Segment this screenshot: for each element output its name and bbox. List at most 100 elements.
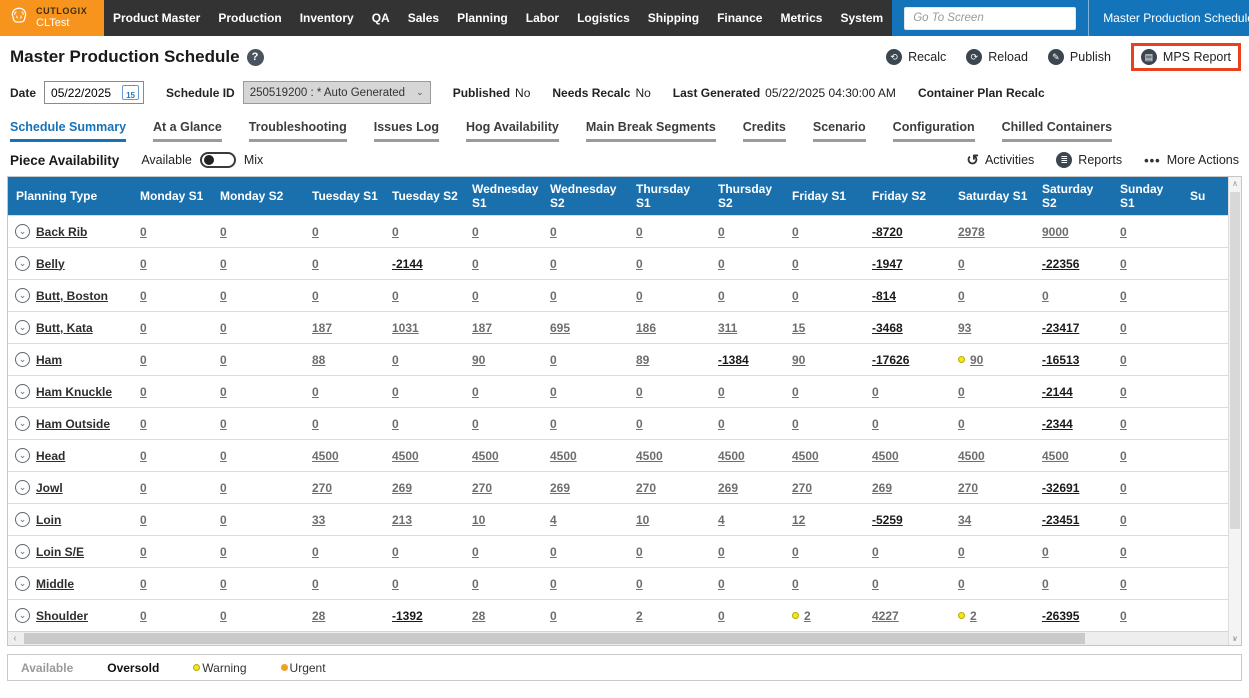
available-mix-toggle[interactable] [199, 152, 236, 168]
availability-value-link[interactable]: 0 [220, 352, 227, 367]
availability-value-link[interactable]: 0 [792, 576, 799, 591]
availability-value-link[interactable]: 1031 [392, 320, 419, 335]
recalc-button[interactable]: ⟲ Recalc [886, 49, 946, 65]
availability-value-link[interactable]: 0 [140, 224, 147, 239]
availability-value-link[interactable]: 0 [140, 256, 147, 271]
availability-value-link[interactable]: 0 [472, 416, 479, 431]
availability-value-link[interactable]: -2344 [1042, 416, 1073, 431]
availability-value-link[interactable]: 0 [220, 384, 227, 399]
availability-value-link[interactable]: 0 [1120, 576, 1127, 591]
availability-value-link[interactable]: -814 [872, 288, 897, 303]
availability-value-link[interactable]: 28 [472, 608, 486, 623]
menu-item-production[interactable]: Production [218, 11, 282, 25]
availability-value-link[interactable]: 0 [550, 576, 557, 591]
availability-value-link[interactable]: -8720 [872, 224, 903, 239]
availability-value-link[interactable]: 0 [958, 544, 965, 559]
planning-type-butt-kata[interactable]: ⌄ Butt, Kata [8, 320, 132, 335]
scroll-down-icon[interactable]: ∨ [1232, 634, 1238, 643]
availability-value-link[interactable]: 0 [220, 224, 227, 239]
availability-value-link[interactable]: 0 [872, 544, 879, 559]
availability-value-link[interactable]: 0 [392, 384, 399, 399]
tab-hog-availability[interactable]: Hog Availability [466, 120, 559, 142]
availability-value-link[interactable]: 0 [140, 512, 147, 527]
vertical-scrollbar[interactable]: ∧ ∨ [1228, 177, 1241, 645]
availability-value-link[interactable]: 0 [140, 608, 147, 623]
chevron-down-icon[interactable]: ⌄ [15, 352, 30, 367]
availability-value-link[interactable]: 0 [792, 288, 799, 303]
availability-value-link[interactable]: 0 [220, 576, 227, 591]
scroll-left-icon[interactable]: ‹ [13, 633, 17, 644]
tab-configuration[interactable]: Configuration [892, 120, 975, 142]
availability-value-link[interactable]: -1392 [392, 608, 423, 623]
availability-value-link[interactable]: 0 [1120, 544, 1127, 559]
availability-value-link[interactable]: 311 [718, 320, 738, 335]
availability-value-link[interactable]: 187 [472, 320, 493, 335]
chevron-down-icon[interactable]: ⌄ [15, 576, 30, 591]
mps-report-button[interactable]: ▤ MPS Report [1140, 49, 1231, 65]
availability-value-link[interactable]: 187 [312, 320, 333, 335]
availability-value-link[interactable]: 0 [1120, 384, 1127, 399]
availability-value-link[interactable]: 0 [1120, 352, 1127, 367]
availability-value-link[interactable]: 0 [958, 384, 965, 399]
availability-value-link[interactable]: 4 [718, 512, 725, 527]
availability-value-link[interactable]: 0 [636, 256, 643, 271]
menu-item-planning[interactable]: Planning [457, 11, 508, 25]
availability-value-link[interactable]: 4 [550, 512, 557, 527]
availability-value-link[interactable]: 0 [140, 576, 147, 591]
availability-value-link[interactable]: 34 [958, 512, 972, 527]
availability-value-link[interactable]: 2 [636, 608, 643, 623]
availability-value-link[interactable]: -26395 [1042, 608, 1080, 623]
availability-value-link[interactable]: 0 [1120, 288, 1127, 303]
availability-value-link[interactable]: 0 [958, 288, 965, 303]
availability-value-link[interactable]: 270 [636, 480, 657, 495]
availability-value-link[interactable]: 0 [792, 544, 799, 559]
availability-value-link[interactable]: -23417 [1042, 320, 1080, 335]
menu-item-shipping[interactable]: Shipping [647, 11, 700, 25]
chevron-down-icon[interactable]: ⌄ [15, 608, 30, 623]
availability-value-link[interactable]: 0 [550, 352, 557, 367]
availability-value-link[interactable]: 9000 [1042, 224, 1069, 239]
availability-value-link[interactable]: 4500 [312, 448, 339, 463]
availability-value-link[interactable]: 0 [220, 256, 227, 271]
availability-value-link[interactable]: 0 [958, 256, 965, 271]
availability-value-link[interactable]: 0 [472, 384, 479, 399]
planning-type-jowl[interactable]: ⌄ Jowl [8, 480, 132, 495]
chevron-down-icon[interactable]: ⌄ [15, 320, 30, 335]
availability-value-link[interactable]: 269 [872, 480, 893, 495]
availability-value-link[interactable]: -2144 [1042, 384, 1073, 399]
chevron-down-icon[interactable]: ⌄ [15, 384, 30, 399]
availability-value-link[interactable]: 0 [636, 576, 643, 591]
more-actions-button[interactable]: ••• More Actions [1144, 153, 1239, 168]
chevron-down-icon[interactable]: ⌄ [15, 256, 30, 271]
chevron-down-icon[interactable]: ⌄ [15, 224, 30, 239]
horizontal-scrollbar[interactable]: ‹ › [8, 631, 1236, 645]
menu-item-system[interactable]: System [840, 11, 884, 25]
availability-value-link[interactable]: 0 [140, 288, 147, 303]
availability-value-link[interactable]: 0 [718, 416, 725, 431]
availability-value-link[interactable]: 93 [958, 320, 972, 335]
tab-scenario[interactable]: Scenario [812, 120, 866, 142]
availability-value-link[interactable]: 90 [472, 352, 486, 367]
availability-value-link[interactable]: 0 [312, 224, 319, 239]
availability-value-link[interactable]: -5259 [872, 512, 903, 527]
availability-value-link[interactable]: 270 [472, 480, 493, 495]
availability-value-link[interactable]: 0 [718, 544, 725, 559]
availability-value-link[interactable]: 0 [220, 480, 227, 495]
availability-value-link[interactable]: 0 [872, 576, 879, 591]
planning-type-shoulder[interactable]: ⌄ Shoulder [8, 608, 132, 623]
availability-value-link[interactable]: 10 [472, 512, 486, 527]
availability-value-link[interactable]: 0 [1120, 480, 1127, 495]
availability-value-link[interactable]: 0 [472, 576, 479, 591]
availability-value-link[interactable]: 10 [636, 512, 650, 527]
availability-value-link[interactable]: 0 [718, 288, 725, 303]
availability-value-link[interactable]: 0 [1042, 544, 1049, 559]
availability-value-link[interactable]: -2144 [392, 256, 423, 271]
availability-value-link[interactable]: 15 [792, 320, 806, 335]
availability-value-link[interactable]: 0 [220, 608, 227, 623]
availability-value-link[interactable]: 0 [792, 384, 799, 399]
schedule-id-dropdown[interactable]: 250519200 : * Auto Generated ⌄ [242, 81, 431, 104]
menu-item-labor[interactable]: Labor [525, 11, 560, 25]
availability-value-link[interactable]: -1947 [872, 256, 903, 271]
availability-value-link[interactable]: 4500 [392, 448, 419, 463]
date-input[interactable] [51, 85, 118, 100]
